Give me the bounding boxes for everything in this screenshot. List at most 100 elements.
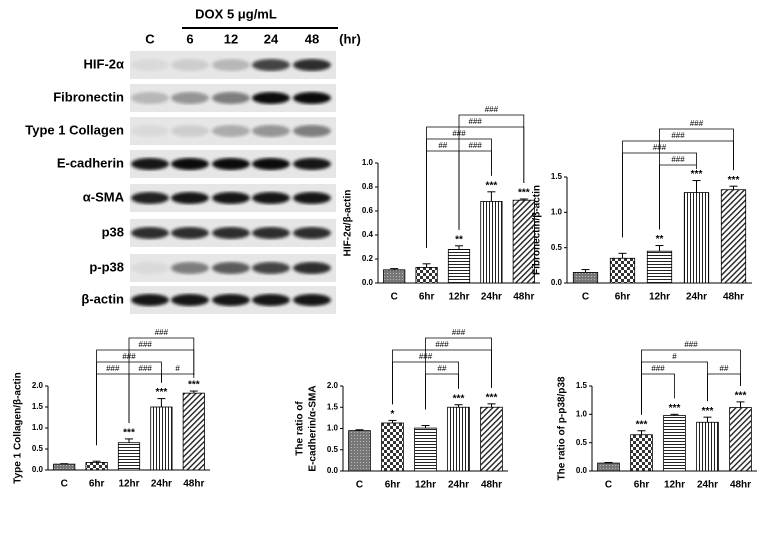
blot-band	[293, 59, 331, 71]
blot-band	[293, 227, 331, 239]
comparison-label: ##	[720, 364, 729, 373]
blot-band	[293, 92, 331, 104]
comparison-label: ###	[452, 328, 466, 337]
bar	[480, 406, 503, 472]
blot-band	[212, 227, 250, 239]
x-tick-label: C	[356, 480, 363, 491]
comparison-bracket	[426, 150, 460, 248]
blot-row-label: α-SMA	[83, 189, 125, 204]
significance-label: ***	[486, 180, 498, 191]
comparison-label: ###	[651, 364, 665, 373]
x-tick-label: C	[391, 292, 398, 303]
y-tick-label: 1.5	[327, 402, 339, 411]
blot-band	[131, 59, 169, 71]
significance-label: **	[455, 234, 463, 245]
comparison-label: ###	[435, 340, 449, 349]
bar	[646, 250, 673, 284]
blot-band	[212, 59, 250, 71]
blot-band	[212, 192, 250, 204]
blot-band	[252, 158, 290, 170]
x-tick-label: 6hr	[89, 479, 105, 490]
blot-band	[131, 92, 169, 104]
blot-band	[212, 262, 250, 274]
blot-band	[131, 227, 169, 239]
bar	[150, 406, 173, 471]
y-axis-label: HIF-2α/β-actin	[343, 190, 354, 257]
blot-row-label: Fibronectin	[53, 89, 124, 104]
y-axis-label: The ratio of p-p38/p38	[557, 376, 568, 480]
significance-label: ***	[636, 419, 648, 430]
blot-band	[171, 92, 209, 104]
comparison-label: ##	[438, 141, 447, 150]
y-tick-label: 0.4	[362, 230, 374, 239]
x-tick-label: 12hr	[649, 292, 670, 303]
blot-band	[252, 59, 290, 71]
bar	[414, 427, 437, 472]
bar	[683, 192, 710, 284]
lane-label: 24	[264, 31, 279, 46]
x-tick-label: 48hr	[730, 480, 751, 491]
significance-label: ***	[518, 188, 530, 199]
y-tick-label: 1.5	[551, 172, 563, 181]
comparison-bracket	[659, 128, 734, 230]
comparison-bracket	[425, 337, 492, 410]
lane-label: 6	[186, 31, 193, 46]
blot-band	[252, 92, 290, 104]
y-axis-label: The ratio of	[295, 401, 306, 456]
blot-row-label: HIF-2α	[84, 56, 125, 71]
comparison-label: ###	[671, 131, 685, 140]
blot-row-label: Type 1 Collagen	[25, 122, 124, 137]
significance-label: ***	[188, 380, 200, 391]
comparison-label: #	[672, 352, 677, 361]
comparison-label: ###	[469, 141, 483, 150]
blot-row-label: E-cadherin	[57, 155, 124, 170]
x-tick-label: C	[582, 292, 589, 303]
blot-band	[131, 262, 169, 274]
blot-band	[293, 158, 331, 170]
blot-band	[171, 294, 209, 306]
x-tick-label: 48hr	[481, 480, 502, 491]
blot-band	[171, 59, 209, 71]
y-axis-label: Fibronectin/β-actin	[532, 185, 543, 275]
y-tick-label: 0.5	[327, 445, 339, 454]
comparison-bracket	[128, 337, 195, 423]
bar	[597, 462, 620, 472]
comparison-label: ###	[139, 340, 153, 349]
blot-band	[171, 125, 209, 137]
comparison-label: ###	[139, 364, 153, 373]
significance-label: ***	[123, 428, 135, 439]
comparison-label: ##	[438, 364, 447, 373]
significance-label: ***	[735, 391, 747, 402]
significance-label: **	[656, 234, 664, 245]
y-tick-label: 0.6	[362, 206, 374, 215]
x-tick-label: 12hr	[448, 292, 469, 303]
comparison-bracket	[392, 349, 492, 405]
lane-label: (hr)	[339, 31, 361, 46]
blot-band	[293, 294, 331, 306]
y-tick-label: 1.0	[576, 409, 588, 418]
bar	[572, 271, 599, 284]
significance-label: ***	[728, 175, 740, 186]
bar	[381, 422, 404, 472]
x-tick-label: 6hr	[385, 480, 401, 491]
blot-band	[252, 125, 290, 137]
blot-band	[131, 294, 169, 306]
comparison-label: ###	[106, 364, 120, 373]
comparison-label: ###	[485, 105, 499, 114]
blot-band	[293, 125, 331, 137]
bar	[480, 200, 503, 284]
blot-band	[252, 294, 290, 306]
x-tick-label: 6hr	[634, 480, 650, 491]
x-tick-label: 6hr	[419, 292, 435, 303]
significance-label: ***	[669, 403, 681, 414]
x-tick-label: 12hr	[118, 479, 139, 490]
x-tick-label: 6hr	[615, 292, 631, 303]
blot-band	[252, 227, 290, 239]
blot-row-label: β-actin	[81, 291, 124, 306]
blot-band	[293, 192, 331, 204]
treatment-label: DOX 5 μg/mL	[195, 6, 277, 21]
bar	[383, 269, 406, 284]
blot-band	[212, 158, 250, 170]
y-tick-label: 0.0	[551, 278, 563, 287]
bar	[729, 407, 752, 472]
